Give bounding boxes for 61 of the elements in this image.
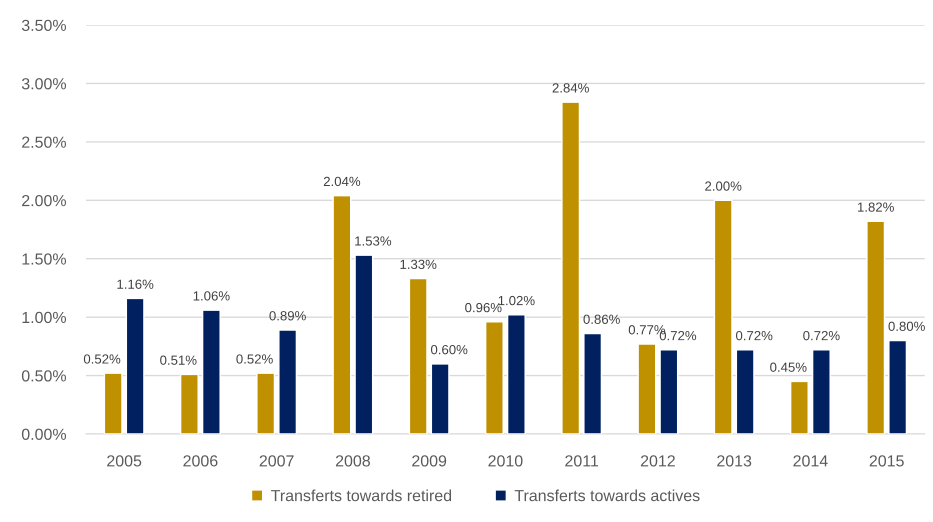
- bar: [332, 194, 352, 434]
- legend-label: Transferts towards retired: [271, 490, 452, 502]
- bar: [812, 349, 831, 434]
- x-tick-label: 2015: [870, 455, 904, 467]
- data-label: 0.60%: [430, 344, 468, 354]
- data-label: 1.16%: [117, 280, 154, 289]
- x-tick-label: 2007: [260, 455, 294, 467]
- bar: [866, 220, 886, 434]
- bar: [888, 340, 908, 434]
- x-tick-label: 2008: [336, 455, 370, 467]
- bar: [583, 332, 602, 434]
- data-label: 1.06%: [194, 291, 230, 301]
- legend-label: Transferts towards actives: [514, 490, 700, 502]
- x-tick-label: 2011: [565, 455, 598, 467]
- bar: [256, 372, 276, 434]
- bar: [126, 298, 145, 434]
- data-label: 1.82%: [858, 202, 894, 212]
- y-tick-label: 1.50%: [22, 253, 66, 265]
- data-label: 2.84%: [552, 83, 589, 93]
- bar: [736, 349, 755, 434]
- data-label: 2.00%: [705, 181, 742, 191]
- y-tick-label: 1.00%: [22, 312, 66, 324]
- data-label: 0.52%: [236, 354, 273, 364]
- y-tick-label: 3.00%: [22, 78, 66, 90]
- x-tick-label: 2013: [717, 455, 752, 467]
- x-tick-label: 2010: [488, 455, 523, 467]
- bar: [506, 314, 526, 434]
- data-label: 0.80%: [888, 322, 925, 331]
- x-tick-label: 2005: [107, 455, 142, 467]
- data-label: 2.04%: [324, 176, 360, 186]
- bar: [714, 200, 733, 434]
- bar: [202, 309, 221, 434]
- y-tick-label: 2.00%: [22, 194, 66, 206]
- bar: [659, 349, 678, 434]
- y-tick-label: 3.50%: [22, 20, 66, 31]
- data-label: 1.53%: [355, 236, 392, 246]
- bar: [354, 254, 374, 434]
- data-label: 0.51%: [160, 356, 197, 365]
- y-tick-label: 0.50%: [22, 370, 66, 382]
- data-label: 0.45%: [770, 362, 807, 372]
- data-label: 0.86%: [583, 314, 620, 324]
- bar: [180, 374, 199, 434]
- data-label: 1.33%: [400, 260, 436, 270]
- bar: [430, 363, 450, 434]
- data-label: 0.72%: [736, 330, 772, 340]
- data-label: 0.72%: [803, 330, 840, 340]
- bar: [790, 380, 809, 434]
- bar: [104, 372, 123, 434]
- x-tick-label: 2014: [793, 455, 828, 467]
- x-tick-label: 2006: [183, 455, 218, 467]
- x-tick-label: 2012: [640, 455, 675, 467]
- bar: [637, 343, 656, 434]
- bar: [561, 101, 580, 434]
- x-tick-label: 2009: [412, 455, 446, 467]
- y-tick-label: 2.50%: [22, 136, 66, 148]
- bar: [408, 278, 428, 434]
- y-tick-label: 0.00%: [22, 428, 66, 440]
- data-label: 0.52%: [84, 354, 120, 364]
- data-label: 0.89%: [269, 311, 306, 320]
- bar: [484, 321, 504, 434]
- bar: [278, 329, 298, 434]
